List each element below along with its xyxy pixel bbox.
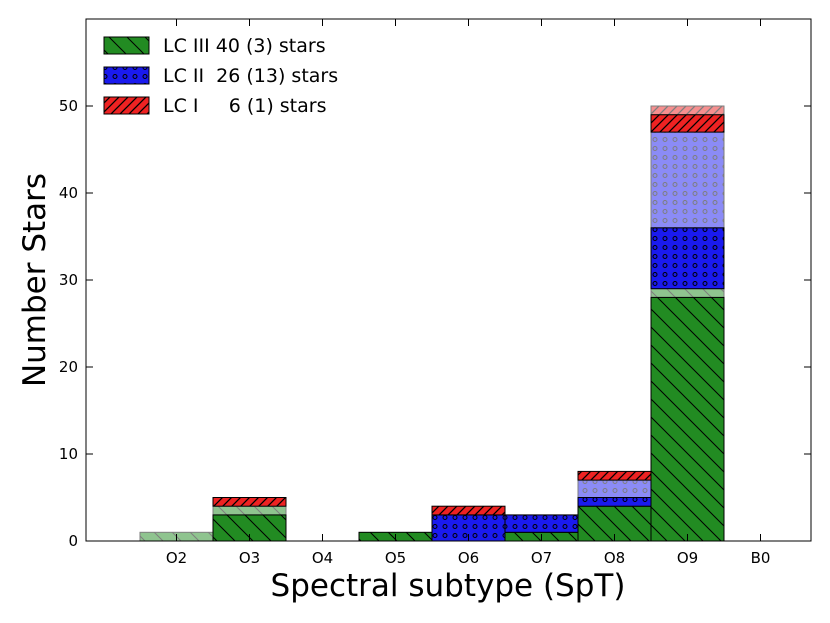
- lc-iii-uncertain-bar-O3: [212, 505, 287, 516]
- x-axis-title: Spectral subtype (SpT): [271, 568, 626, 604]
- lc-ii-uncertain-bar-O9: [650, 131, 725, 229]
- x-tick-label: B0: [751, 549, 771, 567]
- lc-ii-uncertain-bar-O8: [577, 479, 652, 499]
- lc-ii-bar-O7: [504, 514, 579, 533]
- legend-label-lc-i: LC I 6 (1) stars: [163, 95, 326, 117]
- y-tick-label: 20: [59, 358, 78, 376]
- legend-label-lc-ii: LC II 26 (13) stars: [163, 65, 338, 87]
- y-tick-label: 50: [59, 97, 78, 115]
- x-axis: O2 O3 O4 O5 O6 O7 O8 O9 B0: [166, 19, 771, 567]
- lc-ii-bar-O8: [577, 497, 652, 507]
- legend-item-lc-i: LC I 6 (1) stars: [103, 95, 326, 117]
- x-tick-label: O6: [458, 549, 479, 567]
- x-tick-label: O9: [677, 549, 698, 567]
- lc-i-bar-O3: [212, 497, 287, 507]
- legend-item-lc-ii: LC II 26 (13) stars: [103, 65, 338, 87]
- lc-iii-bar-O9: [650, 296, 725, 542]
- bars-layer: [139, 105, 725, 542]
- legend-label-lc-iii: LC III 40 (3) stars: [163, 35, 326, 57]
- lc-ii-bar-O9: [650, 227, 725, 290]
- y-axis-title: Number Stars: [17, 173, 53, 387]
- y-tick-label: 40: [59, 184, 78, 202]
- y-axis: 0 10 20 30 40 50: [59, 97, 811, 550]
- legend: LC III 40 (3) stars LC II 26 (13) stars LC…: [103, 35, 338, 117]
- lc-i-bar-O8: [577, 470, 652, 481]
- lc-i-bar-O9: [650, 114, 725, 133]
- legend-item-lc-iii: LC III 40 (3) stars: [103, 35, 326, 57]
- y-tick-label: 10: [59, 445, 78, 463]
- y-tick-label: 0: [68, 532, 78, 550]
- x-tick-label: O4: [312, 549, 333, 567]
- lc-i-uncertain-bar-O9: [650, 105, 725, 116]
- lc-i-bar-O6: [431, 505, 506, 516]
- y-tick-label: 30: [59, 271, 78, 289]
- x-tick-label: O5: [385, 549, 406, 567]
- x-tick-label: O3: [239, 549, 260, 567]
- x-tick-label: O2: [166, 549, 187, 567]
- lc-iii-bar-O3: [212, 514, 287, 542]
- lc-iii-uncertain-bar-O9: [650, 288, 725, 298]
- x-tick-label: O8: [604, 549, 625, 567]
- lc-iii-bar-O8: [577, 505, 652, 542]
- x-tick-label: O7: [531, 549, 552, 567]
